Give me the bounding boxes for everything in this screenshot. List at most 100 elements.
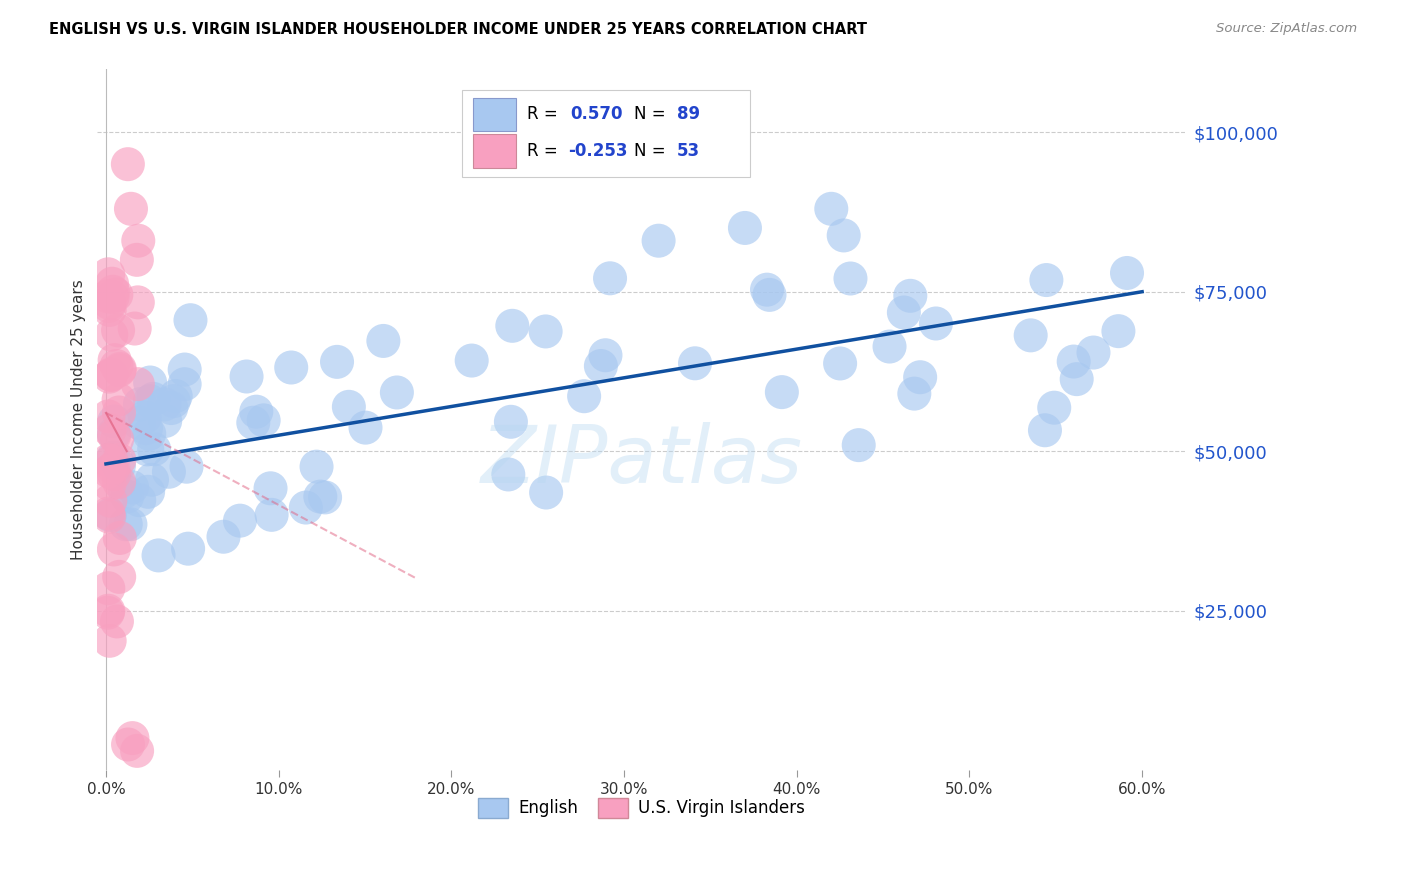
Point: [105, 615, 128, 629]
Point: [105, 433, 128, 447]
Point: [108, 458, 131, 473]
Point: [165, 389, 187, 403]
Point: [127, 744, 149, 758]
Point: [756, 283, 779, 297]
Point: [129, 397, 152, 411]
Point: [135, 421, 157, 435]
Point: [120, 517, 142, 532]
Point: [125, 252, 148, 267]
Point: [1066, 372, 1088, 386]
Point: [103, 460, 125, 475]
Point: [839, 271, 862, 285]
Point: [100, 368, 122, 382]
Point: [101, 285, 124, 299]
Point: [98, 369, 121, 384]
Point: [235, 369, 257, 384]
Point: [163, 394, 186, 409]
Point: [121, 731, 143, 745]
Text: ENGLISH VS U.S. VIRGIN ISLANDER HOUSEHOLDER INCOME UNDER 25 YEARS CORRELATION CH: ENGLISH VS U.S. VIRGIN ISLANDER HOUSEHOL…: [49, 22, 868, 37]
Point: [114, 517, 136, 532]
Point: [128, 416, 150, 430]
Point: [373, 334, 395, 348]
Point: [121, 480, 143, 494]
Point: [100, 327, 122, 342]
Point: [1107, 324, 1129, 338]
Point: [499, 415, 522, 429]
Point: [103, 426, 125, 441]
Point: [1116, 266, 1139, 280]
Point: [98, 465, 121, 479]
Point: [105, 287, 128, 301]
FancyBboxPatch shape: [472, 97, 516, 131]
Point: [460, 353, 482, 368]
Point: [100, 454, 122, 468]
Text: ZIPatlas: ZIPatlas: [481, 422, 803, 500]
Legend: English, U.S. Virgin Islanders: English, U.S. Virgin Islanders: [471, 791, 811, 825]
Point: [127, 295, 149, 310]
Point: [98, 509, 121, 524]
Point: [309, 490, 332, 504]
Point: [108, 405, 131, 419]
Point: [98, 493, 121, 508]
Point: [134, 410, 156, 425]
Point: [212, 530, 235, 544]
Point: [108, 531, 131, 545]
Point: [98, 423, 121, 437]
Point: [98, 302, 121, 317]
Point: [104, 353, 127, 368]
Point: [115, 490, 138, 504]
Point: [295, 500, 318, 515]
Point: [830, 356, 852, 370]
Point: [908, 370, 931, 384]
Point: [385, 385, 408, 400]
Point: [114, 484, 136, 499]
Point: [97, 606, 120, 620]
Point: [97, 581, 120, 595]
Point: [160, 401, 183, 415]
Point: [153, 414, 176, 428]
Point: [734, 221, 756, 235]
Point: [498, 467, 520, 482]
Point: [127, 377, 149, 392]
Point: [97, 507, 120, 521]
Point: [97, 409, 120, 424]
Point: [245, 405, 267, 419]
Point: [108, 475, 131, 489]
Point: [103, 450, 125, 465]
FancyBboxPatch shape: [472, 135, 516, 168]
Point: [337, 400, 360, 414]
Text: N =: N =: [634, 105, 671, 123]
Text: -0.253: -0.253: [568, 143, 628, 161]
Point: [589, 359, 612, 373]
Point: [572, 389, 595, 403]
Text: R =: R =: [527, 143, 562, 161]
Point: [683, 356, 706, 370]
Point: [103, 414, 125, 428]
Point: [107, 392, 129, 407]
Point: [848, 438, 870, 452]
Point: [103, 428, 125, 442]
Point: [501, 318, 523, 333]
Point: [142, 392, 165, 406]
Point: [758, 288, 780, 302]
Point: [314, 491, 336, 505]
Point: [177, 541, 200, 556]
Point: [893, 305, 915, 319]
Point: [136, 442, 159, 457]
Point: [898, 289, 921, 303]
Point: [879, 339, 901, 353]
Point: [242, 416, 264, 430]
Point: [97, 268, 120, 282]
Text: R =: R =: [527, 105, 562, 123]
Point: [260, 508, 283, 522]
Point: [1063, 354, 1085, 368]
Point: [103, 467, 125, 482]
Point: [98, 508, 121, 522]
Point: [105, 359, 128, 373]
Point: [925, 317, 948, 331]
Point: [1083, 345, 1105, 359]
Point: [595, 348, 617, 362]
Point: [647, 234, 669, 248]
Point: [103, 542, 125, 557]
Point: [176, 459, 198, 474]
